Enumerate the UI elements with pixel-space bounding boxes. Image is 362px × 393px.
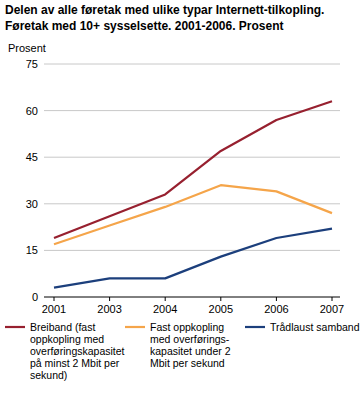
title: Delen av alle føretak med ulike typar In… <box>5 3 324 17</box>
legend-swatch <box>245 326 265 328</box>
grid-line <box>44 157 340 158</box>
x-tick <box>332 297 333 301</box>
chart: Delen av alle føretak med ulike typar In… <box>0 0 362 393</box>
plot-area <box>54 101 332 287</box>
y-tick-label: 60 <box>26 105 38 117</box>
y-tick-label: 75 <box>26 58 38 70</box>
legend-label: Fast oppkoplingmed overførings-kapasitet… <box>150 321 231 369</box>
grid-line <box>44 203 340 204</box>
y-tick-label: 45 <box>26 151 38 163</box>
subtitle: Føretak med 10+ sysselsette. 2001-2006. … <box>5 19 284 33</box>
legend-label: Breiband (fastoppkopling medoverføringsk… <box>30 321 125 381</box>
grid-line <box>44 64 340 65</box>
grid-line <box>44 110 340 111</box>
legend-swatch <box>5 326 25 328</box>
x-tick <box>109 297 110 301</box>
x-tick-label: 2005 <box>209 303 233 315</box>
x-tick-label: 2006 <box>264 303 288 315</box>
line-series <box>54 229 332 288</box>
y-axis-label: Prosent <box>8 42 46 54</box>
legend-swatch <box>125 326 145 328</box>
x-tick-label: 2003 <box>97 303 121 315</box>
x-tick-label: 2001 <box>42 303 66 315</box>
x-tick-label: 2007 <box>320 303 344 315</box>
x-tick <box>220 297 221 301</box>
x-tick <box>54 297 55 301</box>
x-tick <box>165 297 166 301</box>
legend-label: Trådlaust samband <box>270 321 360 333</box>
y-tick-label: 0 <box>32 291 38 303</box>
line-series <box>54 101 332 238</box>
y-tick-label: 30 <box>26 198 38 210</box>
x-tick-label: 2004 <box>153 303 177 315</box>
y-tick-label: 15 <box>26 244 38 256</box>
x-tick <box>276 297 277 301</box>
grid-line <box>44 250 340 251</box>
x-axis <box>44 297 340 298</box>
